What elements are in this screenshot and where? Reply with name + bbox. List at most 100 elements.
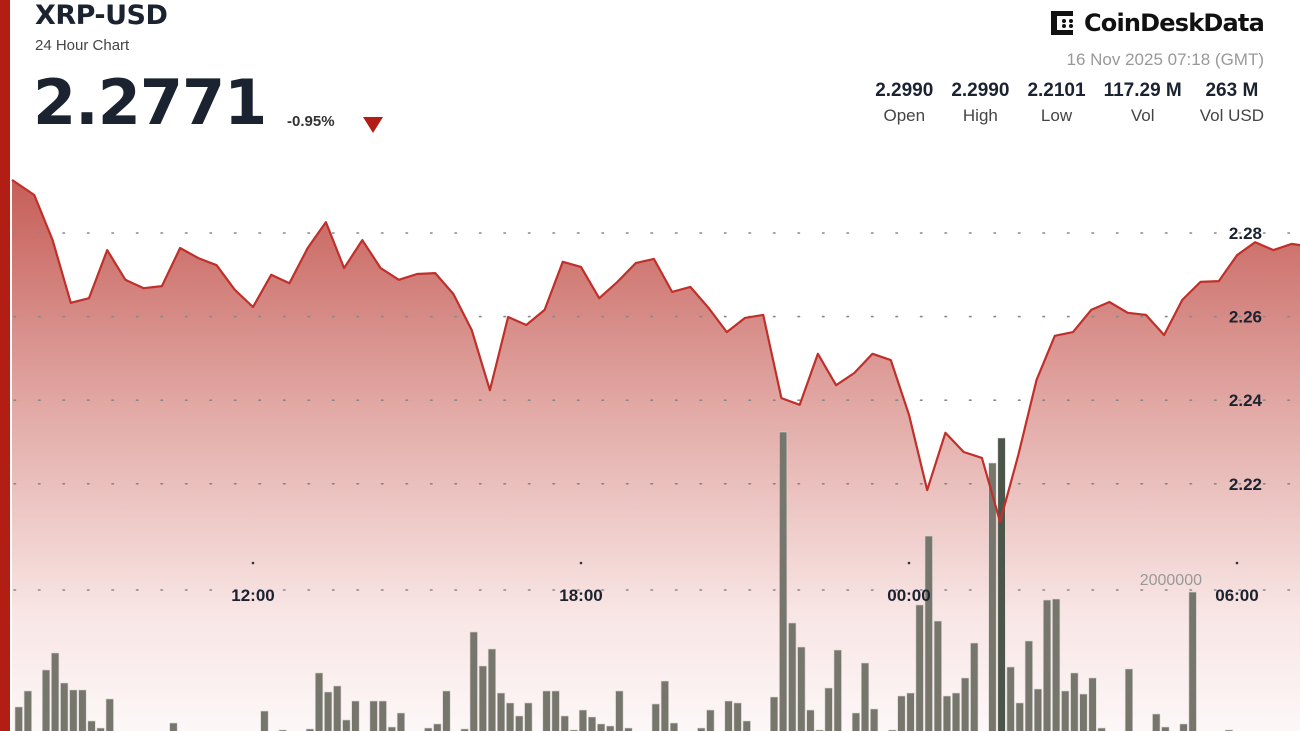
volume-bar bbox=[69, 689, 78, 731]
x-tick-mark bbox=[251, 561, 255, 565]
volume-bar bbox=[78, 689, 87, 731]
stat-vol-usd: 263 M Vol USD bbox=[1200, 80, 1264, 126]
volume-bar bbox=[1152, 713, 1161, 731]
chart-subtitle: 24 Hour Chart bbox=[35, 37, 130, 54]
volume-bar bbox=[169, 722, 178, 731]
x-tick-label: 06:00 bbox=[1215, 586, 1258, 605]
volume-bar bbox=[515, 715, 524, 731]
volume-bar bbox=[460, 728, 469, 731]
volume-bar bbox=[342, 719, 351, 731]
price-area bbox=[12, 179, 1300, 731]
volume-bar bbox=[1124, 668, 1133, 731]
volume-bar bbox=[870, 708, 879, 731]
volume-bar bbox=[333, 685, 342, 731]
volume-bar bbox=[788, 622, 797, 731]
volume-bar bbox=[851, 712, 861, 731]
volume-bar bbox=[933, 620, 942, 731]
accent-bar bbox=[0, 0, 10, 731]
x-tick-mark bbox=[579, 561, 583, 565]
volume-bar bbox=[23, 690, 32, 731]
timestamp: 16 Nov 2025 07:18 (GMT) bbox=[1066, 50, 1264, 69]
stat-vol: 117.29 M Vol bbox=[1104, 80, 1182, 126]
coindesk-logo: CoinDeskData bbox=[1048, 8, 1265, 38]
volume-bar bbox=[433, 723, 442, 731]
volume-bar bbox=[569, 729, 578, 731]
volume-bar bbox=[769, 696, 779, 731]
volume-bar bbox=[51, 652, 60, 731]
volume-bar bbox=[1088, 677, 1097, 731]
price-line bbox=[11, 178, 1300, 523]
volume-bar bbox=[14, 706, 23, 731]
volume-bar bbox=[779, 431, 788, 731]
volume-bar bbox=[1225, 729, 1234, 731]
volume-bar bbox=[442, 690, 451, 731]
volume-bar bbox=[105, 698, 114, 731]
volume-bar bbox=[906, 692, 915, 731]
volume-bar bbox=[369, 700, 378, 731]
volume-bar bbox=[1097, 727, 1106, 731]
y-tick-label: 2.22 bbox=[1229, 475, 1262, 494]
volume-bar bbox=[897, 695, 906, 731]
brand-name: CoinDeskData bbox=[1083, 9, 1265, 37]
stat-value: 263 M bbox=[1205, 80, 1259, 101]
volume-bar bbox=[1179, 723, 1188, 731]
volume-bar bbox=[387, 726, 396, 731]
x-tick-label: 00:00 bbox=[887, 586, 930, 605]
volume-bar bbox=[487, 648, 497, 731]
volume-bar bbox=[278, 729, 287, 731]
volume-bar bbox=[1043, 599, 1052, 731]
stat-value: 2.2101 bbox=[1027, 80, 1086, 101]
volume-bar bbox=[724, 700, 733, 731]
volume-bar bbox=[697, 727, 706, 731]
volume-bar bbox=[314, 672, 324, 731]
coindesk-logo-icon bbox=[1050, 11, 1073, 35]
volume-bar bbox=[542, 690, 551, 731]
y-tick-label: 2.28 bbox=[1229, 224, 1262, 243]
volume-bar bbox=[396, 712, 406, 731]
x-tick-mark bbox=[907, 561, 911, 565]
volume-bar bbox=[988, 462, 997, 731]
volume-bar bbox=[997, 437, 1006, 731]
volume-bar bbox=[742, 720, 751, 731]
stat-open: 2.2990 Open bbox=[875, 80, 933, 126]
volume-bar bbox=[87, 720, 96, 731]
volume-bar bbox=[551, 690, 560, 731]
stat-value: 2.2990 bbox=[951, 80, 1010, 101]
volume-bar bbox=[624, 727, 633, 731]
volume-bar bbox=[615, 690, 624, 731]
volume-bar bbox=[606, 725, 615, 731]
volume-bar bbox=[1052, 598, 1061, 731]
volume-bar bbox=[860, 662, 870, 731]
x-tick-label: 18:00 bbox=[559, 586, 602, 605]
volume-bar bbox=[1188, 591, 1197, 731]
volume-bar bbox=[651, 703, 660, 731]
volume-bar bbox=[915, 604, 924, 731]
volume-bar bbox=[305, 728, 315, 731]
volume-bar bbox=[1006, 666, 1015, 731]
volume-bar bbox=[797, 646, 806, 731]
volume-bar bbox=[660, 680, 669, 731]
volume-bar bbox=[806, 709, 815, 731]
volume-bar bbox=[424, 727, 433, 731]
stat-low: 2.2101 Low bbox=[1027, 80, 1085, 126]
volume-bar bbox=[733, 702, 742, 731]
volume-bar bbox=[41, 669, 51, 731]
volume-bar bbox=[597, 723, 606, 731]
stats-row: 2.2990 Open 2.2990 High 2.2101 Low 117.29 M… bbox=[857, 80, 1264, 126]
volume-bar bbox=[60, 682, 69, 731]
volume-tick-label: 2000000 bbox=[1140, 572, 1202, 589]
stat-value: 117.29 M bbox=[1103, 80, 1182, 101]
volume-bar bbox=[469, 631, 478, 731]
stat-value: 2.2990 bbox=[875, 80, 934, 101]
stat-label: Low bbox=[1040, 106, 1073, 125]
volume-bar bbox=[560, 715, 569, 731]
x-tick-mark bbox=[1235, 561, 1239, 565]
volume-bar bbox=[815, 729, 824, 731]
volume-bar bbox=[888, 729, 897, 731]
volume-bar bbox=[260, 710, 269, 731]
stat-high: 2.2990 High bbox=[951, 80, 1009, 126]
volume-bar bbox=[578, 709, 588, 731]
volume-bar bbox=[961, 677, 970, 731]
y-tick-label: 2.26 bbox=[1229, 308, 1262, 327]
